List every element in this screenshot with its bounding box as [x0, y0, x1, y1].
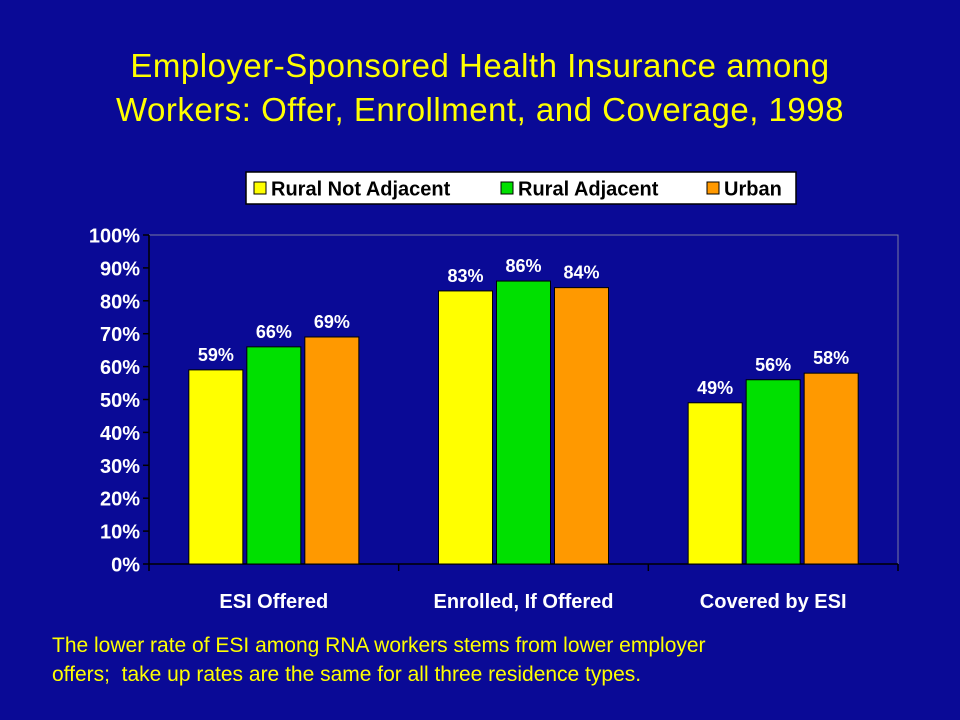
plot-area: 0% 10% 20% 30% 40% 50% 60% 70% 80% 90% 100% 59% 66% 6… — [89, 226, 899, 613]
legend-swatch — [253, 181, 267, 195]
y-tick-label: 100% — [89, 226, 140, 248]
data-label: 84% — [563, 263, 599, 283]
data-label: 69% — [314, 312, 350, 332]
bar-urban — [554, 287, 609, 565]
x-tick-label: ESI Offered — [219, 591, 328, 613]
bar-rural-not-adjacent — [188, 369, 244, 565]
footnote-line-1: The lower rate of ESI among RNA workers … — [52, 634, 706, 657]
x-tick-label: Covered by ESI — [700, 591, 847, 613]
chart-title: Employer-Sponsored Health Insurance amon… — [116, 47, 844, 128]
data-label: 58% — [813, 348, 849, 368]
data-label: 86% — [505, 256, 541, 276]
y-tick-label: 90% — [100, 258, 140, 280]
y-tick-label: 50% — [100, 390, 140, 412]
footnote: The lower rate of ESI among RNA workers … — [52, 631, 912, 689]
data-label: 49% — [697, 378, 733, 398]
legend-swatch — [706, 181, 720, 195]
bar-rural-not-adjacent — [687, 402, 743, 565]
data-label: 56% — [755, 355, 791, 375]
footnote-line-2: offers; take up rates are the same for a… — [52, 663, 642, 686]
bar-rural-adjacent — [246, 346, 302, 565]
y-tick-label: 40% — [100, 423, 140, 445]
data-label: 83% — [447, 266, 483, 286]
y-tick-label: 0% — [111, 555, 140, 577]
data-label: 59% — [198, 345, 234, 365]
y-tick-label: 60% — [100, 357, 140, 379]
legend-box — [245, 171, 797, 205]
y-tick-label: 80% — [100, 291, 140, 313]
bar-rural-adjacent — [496, 280, 551, 565]
legend-label: Rural Not Adjacent — [271, 179, 451, 201]
legend-label: Rural Adjacent — [518, 179, 659, 201]
bar-rural-not-adjacent — [438, 290, 493, 565]
legend-label: Urban — [724, 179, 782, 201]
bar-urban — [304, 336, 360, 565]
legend: Rural Not Adjacent Rural Adjacent Urban — [245, 171, 797, 205]
legend-swatch — [500, 181, 514, 195]
y-tick-label: 10% — [100, 522, 140, 544]
y-tick-label: 70% — [100, 324, 140, 346]
bar-urban — [803, 372, 859, 565]
y-tick-label: 30% — [100, 456, 140, 478]
bar-rural-adjacent — [745, 379, 801, 565]
x-tick-label: Enrolled, If Offered — [433, 591, 613, 613]
data-label: 66% — [256, 322, 292, 342]
y-tick-label: 20% — [100, 489, 140, 511]
